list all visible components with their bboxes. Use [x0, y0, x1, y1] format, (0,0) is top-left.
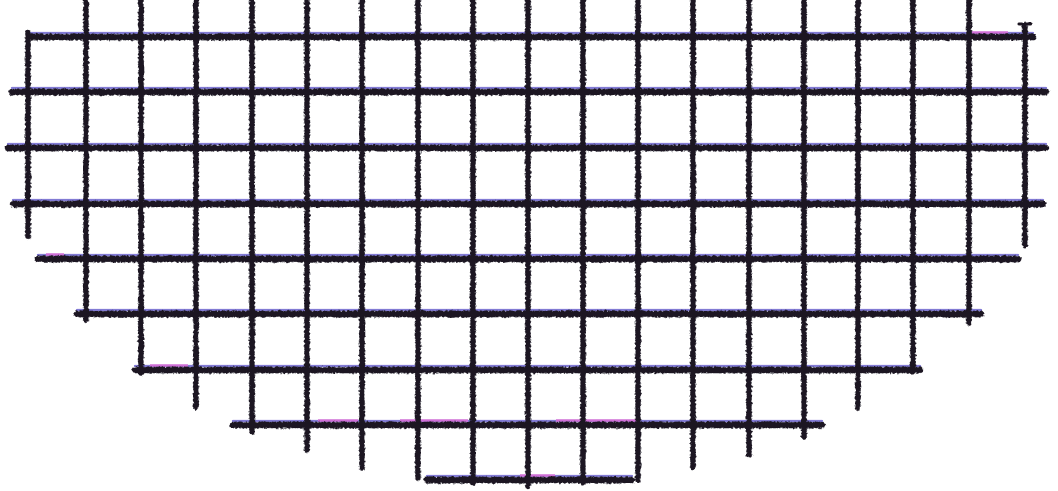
ink-rough-layer [4, 0, 1050, 489]
